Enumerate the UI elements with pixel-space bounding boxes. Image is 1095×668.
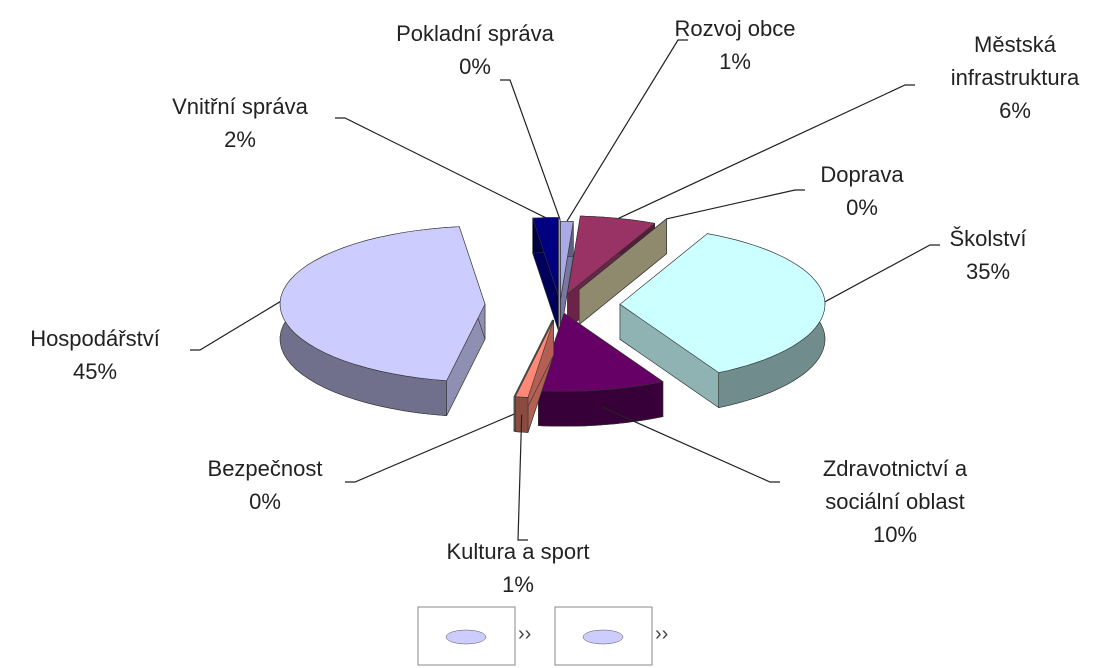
value-label: 0% — [365, 50, 585, 83]
category-label: Školství — [918, 222, 1058, 255]
thumbnail-arrow[interactable]: ›› — [655, 623, 668, 645]
value-label: 1% — [655, 45, 815, 78]
value-label: 6% — [930, 94, 1095, 127]
category-label: Rozvoj obce — [655, 12, 815, 45]
category-label: Pokladní správa — [365, 17, 585, 50]
slice — [533, 218, 559, 331]
leader-line — [666, 190, 805, 219]
slice — [280, 227, 485, 416]
category-label: Městská infrastruktura — [930, 28, 1095, 94]
pie — [280, 216, 825, 432]
category-label: Vnitřní správa — [150, 90, 330, 123]
thumbnail-arrow[interactable]: ›› — [518, 623, 531, 645]
category-label: Zdravotnictví a sociální oblast — [785, 452, 1005, 518]
category-label: Hospodářství — [5, 322, 185, 355]
value-label: 0% — [792, 191, 932, 224]
leader-line — [518, 415, 528, 540]
category-label: Kultura a sport — [408, 535, 628, 568]
category-label: Bezpečnost — [185, 452, 345, 485]
value-label: 10% — [785, 518, 1005, 551]
value-label: 0% — [185, 485, 345, 518]
leader-line — [190, 302, 280, 350]
thumbnail-pie — [583, 630, 623, 644]
value-label: 1% — [408, 568, 628, 601]
value-label: 2% — [150, 123, 330, 156]
thumbnail-pie — [446, 630, 486, 644]
chart: Pokladní správa0%Rozvoj obce1%Vnitřní sp… — [0, 0, 1095, 668]
value-label: 35% — [918, 255, 1058, 288]
category-label: Doprava — [792, 158, 932, 191]
value-label: 45% — [5, 355, 185, 388]
leader-line — [345, 414, 514, 482]
